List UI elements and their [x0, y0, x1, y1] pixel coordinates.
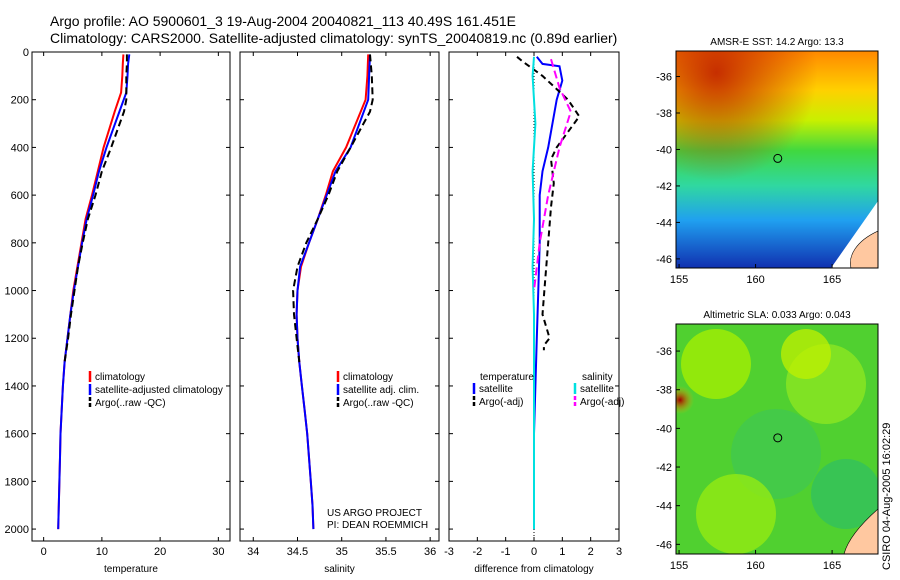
- map-title: AMSR-E SST: 14.2 Argo: 13.3: [710, 37, 844, 48]
- legend-label: satellite-adjusted climatology: [95, 385, 223, 396]
- y-tick-label: -38: [656, 108, 672, 120]
- y-tick-label: 1600: [5, 429, 29, 441]
- y-tick-label: 1200: [5, 333, 29, 345]
- y-tick-label: -44: [656, 217, 672, 229]
- series-line: [533, 56, 564, 530]
- y-tick-label: 0: [23, 47, 29, 59]
- x-tick-label: 155: [670, 560, 688, 572]
- side-stamp: CSIRO 04-Aug-2005 16:02:29: [881, 422, 893, 570]
- sla-anomaly: [811, 459, 878, 529]
- legend-label: Argo(-adj): [580, 397, 624, 408]
- legend-label: Argo(..raw -QC): [343, 398, 414, 409]
- x-tick-label: 160: [746, 560, 764, 572]
- series-line: [531, 56, 537, 530]
- legend-label: satellite: [580, 384, 614, 395]
- y-tick-label: 200: [11, 95, 29, 107]
- sla-hot-spot: [676, 386, 694, 414]
- figure-title-line1: Argo profile: AO 5900601_3 19-Aug-2004 2…: [50, 13, 517, 29]
- x-tick-label: 3: [616, 546, 622, 558]
- project-annotation: US ARGO PROJECT: [327, 508, 422, 519]
- legend-label: satellite: [479, 384, 513, 395]
- y-tick-label: -42: [656, 462, 672, 474]
- profile-panel-3: -3 -2 -1 0 1 2 3 difference from climatology tem…: [444, 51, 624, 575]
- series-line: [516, 56, 581, 351]
- sst-warm-core: [676, 51, 878, 268]
- sla-anomaly: [781, 329, 831, 379]
- map-field: [676, 51, 878, 268]
- series-line: [63, 54, 128, 363]
- profile-panel-2: 34 34.5 35 35.5 36 salinity climatology satelli…: [239, 51, 440, 575]
- legend-title: salinity: [582, 372, 613, 383]
- series-line: [533, 58, 572, 291]
- x-tick-label: 10: [96, 546, 108, 558]
- legend-label: satellite adj. clim.: [343, 385, 419, 396]
- x-tick-label: 1: [559, 546, 565, 558]
- x-tick-label: -2: [472, 546, 482, 558]
- sla-anomaly: [731, 409, 821, 499]
- x-tick-label: 20: [154, 546, 166, 558]
- legend-title: temperature: [480, 372, 534, 383]
- x-tick-label: 0: [531, 546, 537, 558]
- sla-anomaly: [696, 474, 776, 554]
- x-tick-label: 0: [41, 546, 47, 558]
- x-tick-label: 2: [588, 546, 594, 558]
- x-tick-label: -1: [501, 546, 511, 558]
- y-tick-label: -46: [656, 254, 672, 266]
- series-line: [292, 54, 374, 363]
- x-tick-label: 35: [336, 546, 348, 558]
- y-tick-label: -40: [656, 423, 672, 435]
- legend-label: Argo(..raw -QC): [95, 398, 166, 409]
- y-tick-label: -40: [656, 144, 672, 156]
- x-tick-label: 34: [247, 546, 259, 558]
- y-tick-label: 400: [11, 142, 29, 154]
- land-new-zealand: [843, 508, 878, 554]
- land-new-zealand: [850, 230, 878, 268]
- map-title: Altimetric SLA: 0.033 Argo: 0.043: [703, 310, 851, 321]
- y-tick-label: -46: [656, 539, 672, 551]
- y-tick-label: -38: [656, 385, 672, 397]
- figure-title-line2: Climatology: CARS2000. Satellite-adjuste…: [50, 30, 618, 46]
- x-tick-label: 160: [746, 274, 764, 286]
- x-tick-label: 165: [823, 274, 841, 286]
- legend-label: climatology: [95, 372, 145, 383]
- y-tick-label: 800: [11, 238, 29, 250]
- y-tick-label: 1800: [5, 476, 29, 488]
- map-frame: [675, 323, 879, 555]
- y-tick-label: -42: [656, 181, 672, 193]
- profile-location-marker: [773, 433, 783, 443]
- plot-frame: [31, 51, 231, 542]
- map-frame: [675, 50, 879, 269]
- x-tick-label: 165: [823, 560, 841, 572]
- x-tick-label: 34.5: [287, 546, 308, 558]
- x-axis-label: difference from climatology: [474, 564, 593, 575]
- y-tick-label: 2000: [5, 524, 29, 536]
- map-field: [676, 324, 878, 554]
- y-tick-label: -36: [656, 346, 672, 358]
- map-panel-1: AMSR-E SST: 14.2 Argo: 13.3 155 160 165 -36 -…: [656, 37, 879, 286]
- project-annotation: PI: DEAN ROEMMICH: [327, 520, 428, 531]
- x-tick-label: -3: [444, 546, 454, 558]
- x-axis-label: temperature: [104, 564, 158, 575]
- y-tick-label: 1000: [5, 286, 29, 298]
- y-tick-label: -44: [656, 501, 672, 513]
- legend-label: Argo(-adj): [479, 397, 523, 408]
- profile-panel-1: 0 10 20 30 0 200 400 600 800 1000 1200 1400 1600 1800…: [5, 47, 231, 575]
- x-tick-label: 35.5: [375, 546, 396, 558]
- x-tick-label: 30: [212, 546, 224, 558]
- map-panel-2: Altimetric SLA: 0.033 Argo: 0.043 155 160 1…: [656, 310, 879, 572]
- x-tick-label: 155: [670, 274, 688, 286]
- x-axis-label: salinity: [324, 564, 355, 575]
- sla-anomaly: [681, 329, 751, 399]
- y-tick-label: -36: [656, 72, 672, 84]
- x-tick-label: 36: [424, 546, 436, 558]
- y-tick-label: 600: [11, 190, 29, 202]
- plot-frame: [239, 51, 440, 542]
- y-tick-label: 1400: [5, 381, 29, 393]
- legend-label: climatology: [343, 372, 393, 383]
- profile-location-marker: [773, 153, 783, 163]
